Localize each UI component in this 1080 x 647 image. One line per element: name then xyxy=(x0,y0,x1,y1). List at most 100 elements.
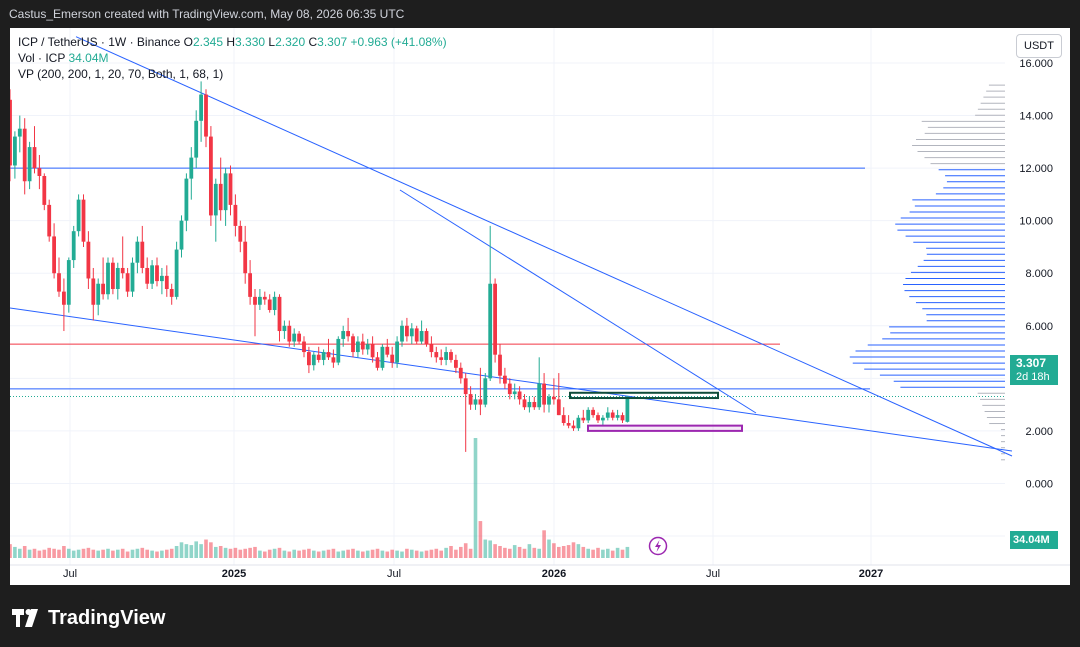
candle-body xyxy=(262,296,267,300)
candle-body xyxy=(292,333,297,342)
tradingview-logo[interactable]: TradingView xyxy=(12,607,165,629)
volume-bar xyxy=(312,550,316,558)
candle-body xyxy=(458,367,463,379)
volume-bar xyxy=(615,547,620,558)
volume-bar xyxy=(542,530,546,558)
volume-bar xyxy=(561,546,566,558)
volume-bar xyxy=(576,544,581,558)
volume-bar xyxy=(292,549,296,558)
tradingview-icon xyxy=(12,609,38,627)
price-axis-label: 16.000 xyxy=(1019,58,1053,70)
legend-open-label: O xyxy=(183,35,193,49)
last-price-value: 3.307 xyxy=(1016,356,1047,370)
time-axis-label: Jul xyxy=(63,568,77,580)
volume-bar xyxy=(463,543,468,558)
candle-body xyxy=(547,396,551,405)
candle-body xyxy=(130,262,135,292)
candle-body xyxy=(155,265,159,282)
volume-bar xyxy=(194,541,198,558)
volume-bar xyxy=(233,547,238,558)
volume-bar xyxy=(620,549,625,558)
candle-body xyxy=(488,283,493,379)
candle-body xyxy=(419,331,424,342)
candle-body xyxy=(37,168,42,176)
volume-bar xyxy=(517,546,522,558)
volume-bar xyxy=(625,546,630,558)
candle-body xyxy=(120,267,125,274)
volume-bar xyxy=(370,549,375,558)
candle-body xyxy=(287,325,292,342)
candle-body xyxy=(101,283,105,295)
volume-bar xyxy=(380,550,385,558)
candle-body xyxy=(449,352,453,360)
candle-body xyxy=(111,262,115,289)
volume-bar xyxy=(267,549,272,558)
price-axis-label: 2.000 xyxy=(1025,426,1053,438)
legend-high-value: 3.330 xyxy=(235,35,266,49)
volume-bar xyxy=(135,548,140,558)
volume-bar xyxy=(439,550,443,558)
volume-bar xyxy=(52,548,56,558)
candle-body xyxy=(135,241,140,263)
candle-body xyxy=(552,396,556,400)
volume-bar xyxy=(22,546,27,558)
candle-body xyxy=(444,352,448,360)
candle-body xyxy=(336,338,341,363)
candle-body xyxy=(248,273,252,297)
volume-bar xyxy=(356,550,360,558)
candle-body xyxy=(395,341,399,363)
chart-svg[interactable]: 16.00014.00012.00010.0008.0006.0004.0002… xyxy=(10,28,1070,585)
candle-body xyxy=(400,325,404,342)
candle-body xyxy=(542,383,546,405)
candle-body xyxy=(380,346,385,368)
legend-row-vp[interactable]: VP (200, 200, 1, 20, 70, Both, 1, 68, 1) xyxy=(18,66,447,82)
volume-bar xyxy=(552,543,556,558)
volume-bar xyxy=(297,550,301,558)
volume-bar xyxy=(140,547,145,558)
volume-bar xyxy=(400,551,404,558)
trendline-middle xyxy=(399,189,757,414)
candle-body xyxy=(341,331,346,339)
candle-body xyxy=(204,94,208,137)
time-axis-label: 2026 xyxy=(542,568,566,580)
candle-body xyxy=(243,241,248,274)
candle-body xyxy=(311,354,316,366)
candle-body xyxy=(32,147,37,169)
candle-body xyxy=(267,299,272,311)
candle-body xyxy=(96,283,101,305)
volume-bar xyxy=(459,546,463,558)
candle-body xyxy=(605,412,610,418)
volume-bar xyxy=(125,551,130,558)
volume-bar xyxy=(42,549,47,558)
volume-bar xyxy=(238,549,243,558)
legend-row-volume[interactable]: Vol · ICP 34.04M xyxy=(18,50,447,66)
candle-body xyxy=(532,401,537,408)
candle-body xyxy=(71,231,76,261)
candle-body xyxy=(81,199,86,242)
candle-body xyxy=(307,352,311,366)
volume-bar xyxy=(145,549,149,558)
candle-body xyxy=(615,415,620,418)
volume-bar xyxy=(272,548,277,558)
candle-body xyxy=(483,378,488,405)
candle-body xyxy=(375,357,380,368)
candle-body xyxy=(218,183,223,211)
price-axis-label: 8.000 xyxy=(1025,268,1053,280)
volume-bar xyxy=(566,545,571,558)
candle-body xyxy=(365,344,370,350)
volume-bar xyxy=(189,545,194,558)
volume-bar xyxy=(228,548,233,558)
lightning-icon[interactable] xyxy=(648,536,668,556)
candle-body xyxy=(13,136,17,166)
volume-bar xyxy=(346,549,350,558)
volume-bar xyxy=(321,550,326,558)
candle-body xyxy=(414,328,419,342)
candle-body xyxy=(282,325,287,332)
legend-symbol[interactable]: ICP / TetherUS · 1W · Binance xyxy=(18,35,181,49)
candle-body xyxy=(581,417,586,421)
time-axis-label: 2025 xyxy=(222,568,246,580)
currency-button[interactable]: USDT xyxy=(1016,34,1062,58)
candle-body xyxy=(596,415,600,421)
chart-area[interactable]: 16.00014.00012.00010.0008.0006.0004.0002… xyxy=(10,28,1070,585)
volume-bar xyxy=(606,548,610,558)
